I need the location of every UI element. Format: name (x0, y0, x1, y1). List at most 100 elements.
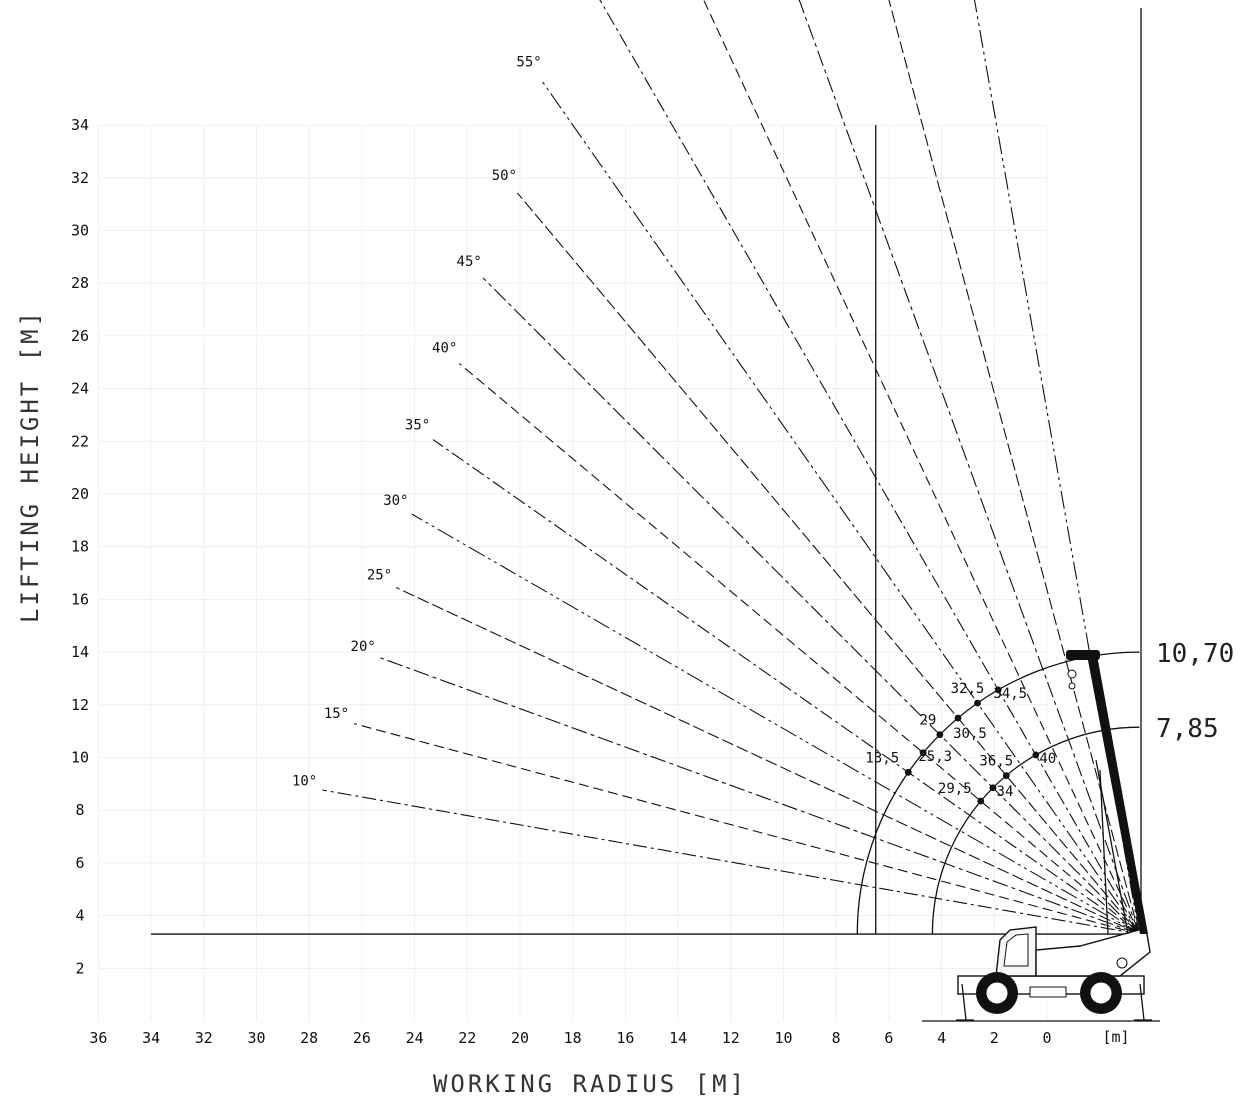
x-tick-label: 32 (195, 1029, 213, 1047)
load-point-dot (994, 686, 1002, 694)
boom-ray-20 (380, 657, 1140, 935)
boom-ray-50 (516, 192, 1140, 935)
load-point-dot (974, 699, 981, 707)
x-tick-label: 12 (722, 1029, 740, 1047)
y-tick-label: 20 (71, 485, 89, 503)
load-point-label: 34,5 (993, 686, 1027, 702)
boom-ray-30 (411, 513, 1140, 935)
y-tick-label: 26 (71, 327, 89, 345)
boom-ray-10 (322, 789, 1140, 935)
boom-ray-65 (703, 0, 1140, 935)
load-point-dot (977, 797, 985, 805)
boom-ray-80 (973, 0, 1140, 935)
boom-ray-40 (459, 363, 1140, 935)
boom-ray-35 (432, 439, 1140, 935)
x-tick-label: 14 (669, 1029, 687, 1047)
unit-marker: [m] (1102, 1028, 1129, 1046)
load-point-label: 29 (919, 713, 936, 729)
y-tick-label: 24 (71, 380, 89, 398)
crane-vehicle-drawing (956, 650, 1152, 1021)
x-axis-title: WORKING RADIUS [M] (433, 1070, 747, 1098)
load-point-label: 36,5 (979, 754, 1013, 770)
outrigger-leg (1139, 983, 1145, 1021)
load-point-label: 30,5 (953, 726, 987, 742)
x-tick-label: 10 (774, 1029, 792, 1047)
boom-arm (1087, 655, 1148, 934)
y-tick-label: 28 (71, 274, 89, 292)
x-tick-label: 6 (884, 1029, 893, 1047)
load-point-dot (1002, 772, 1010, 779)
load-point-label: 32,5 (951, 681, 985, 697)
y-tick-label: 10 (71, 749, 89, 767)
x-tick-label: 8 (832, 1029, 841, 1047)
boom-length-label: 10,70 (1156, 639, 1234, 669)
angle-label-30: 30° (383, 493, 408, 509)
x-tick-label: 18 (564, 1029, 582, 1047)
x-tick-label: 2 (990, 1029, 999, 1047)
angle-label-55: 55° (516, 54, 541, 70)
boom-head (1066, 650, 1100, 660)
angle-label-35: 35° (405, 418, 430, 434)
x-tick-label: 26 (353, 1029, 371, 1047)
load-point-label: 25,3 (918, 749, 952, 765)
x-tick-label: 24 (406, 1029, 424, 1047)
boom-length-label: 7,85 (1156, 714, 1219, 744)
boom-ray-70 (798, 0, 1140, 935)
load-point-dot (989, 784, 997, 792)
boom-ray-55 (540, 79, 1140, 935)
load-point-dot (904, 768, 912, 776)
load-point-label: 29,5 (938, 781, 972, 797)
boom-ray-45 (482, 277, 1140, 935)
y-tick-label: 16 (71, 590, 89, 608)
angle-label-40: 40° (432, 341, 457, 357)
angle-label-45: 45° (457, 254, 482, 270)
boom-ray-60 (599, 0, 1140, 935)
angle-label-25: 25° (367, 568, 392, 584)
y-tick-label: 18 (71, 538, 89, 556)
boom-ray-25 (395, 587, 1140, 935)
wheel-hub (985, 981, 1009, 1005)
y-tick-label: 8 (75, 801, 84, 819)
y-tick-label: 22 (71, 432, 89, 450)
y-tick-label: 4 (75, 907, 84, 925)
y-axis-title: LIFTING HEIGHT [M] (16, 309, 44, 623)
wheel-hub (1089, 981, 1113, 1005)
hook-block (1067, 669, 1077, 679)
load-point-label: 34 (997, 784, 1014, 800)
load-point-label: 40 (1039, 751, 1056, 767)
x-tick-label: 28 (300, 1029, 318, 1047)
load-point-label: 13,5 (865, 750, 899, 766)
y-tick-label: 2 (75, 959, 84, 977)
chassis-box (1029, 986, 1067, 998)
angle-label-10: 10° (292, 774, 317, 790)
load-point-dot (954, 714, 962, 722)
y-tick-label: 34 (71, 116, 89, 134)
x-tick-label: 16 (616, 1029, 634, 1047)
hook (1068, 682, 1076, 690)
y-tick-label: 6 (75, 854, 84, 872)
y-tick-label: 12 (71, 696, 89, 714)
load-point-dot (919, 749, 927, 757)
boom-ray-75 (888, 0, 1140, 935)
angle-label-50: 50° (492, 168, 517, 184)
x-tick-label: 34 (142, 1029, 160, 1047)
y-tick-label: 32 (71, 169, 89, 187)
angle-label-20: 20° (351, 639, 376, 655)
x-tick-label: 20 (511, 1029, 529, 1047)
x-tick-label: 4 (937, 1029, 946, 1047)
grid-lines (98, 124, 1048, 1021)
load-point-dot (936, 731, 944, 739)
x-tick-label: 0 (1042, 1029, 1051, 1047)
load-point-dot (1032, 751, 1040, 759)
x-tick-label: 30 (247, 1029, 265, 1047)
load-points: 13,5 25,3 29 30,5 32,5 34,5 29,5 34 36,5 40 (865, 681, 1056, 805)
x-tick-label: 22 (458, 1029, 476, 1047)
axis-ticks: 36 34 32 30 28 26 24 22 20 18 16 14 12 10 8 6 4 2 02468101… (71, 116, 1160, 1047)
y-tick-label: 14 (71, 643, 89, 661)
boom-ray-15 (353, 723, 1140, 935)
boom-angle-rays: 10°15°20°25°30°35°40°45°50°55°60°65°70°7… (292, 0, 1140, 935)
angle-label-15: 15° (324, 706, 349, 722)
cab-window (1003, 933, 1029, 967)
